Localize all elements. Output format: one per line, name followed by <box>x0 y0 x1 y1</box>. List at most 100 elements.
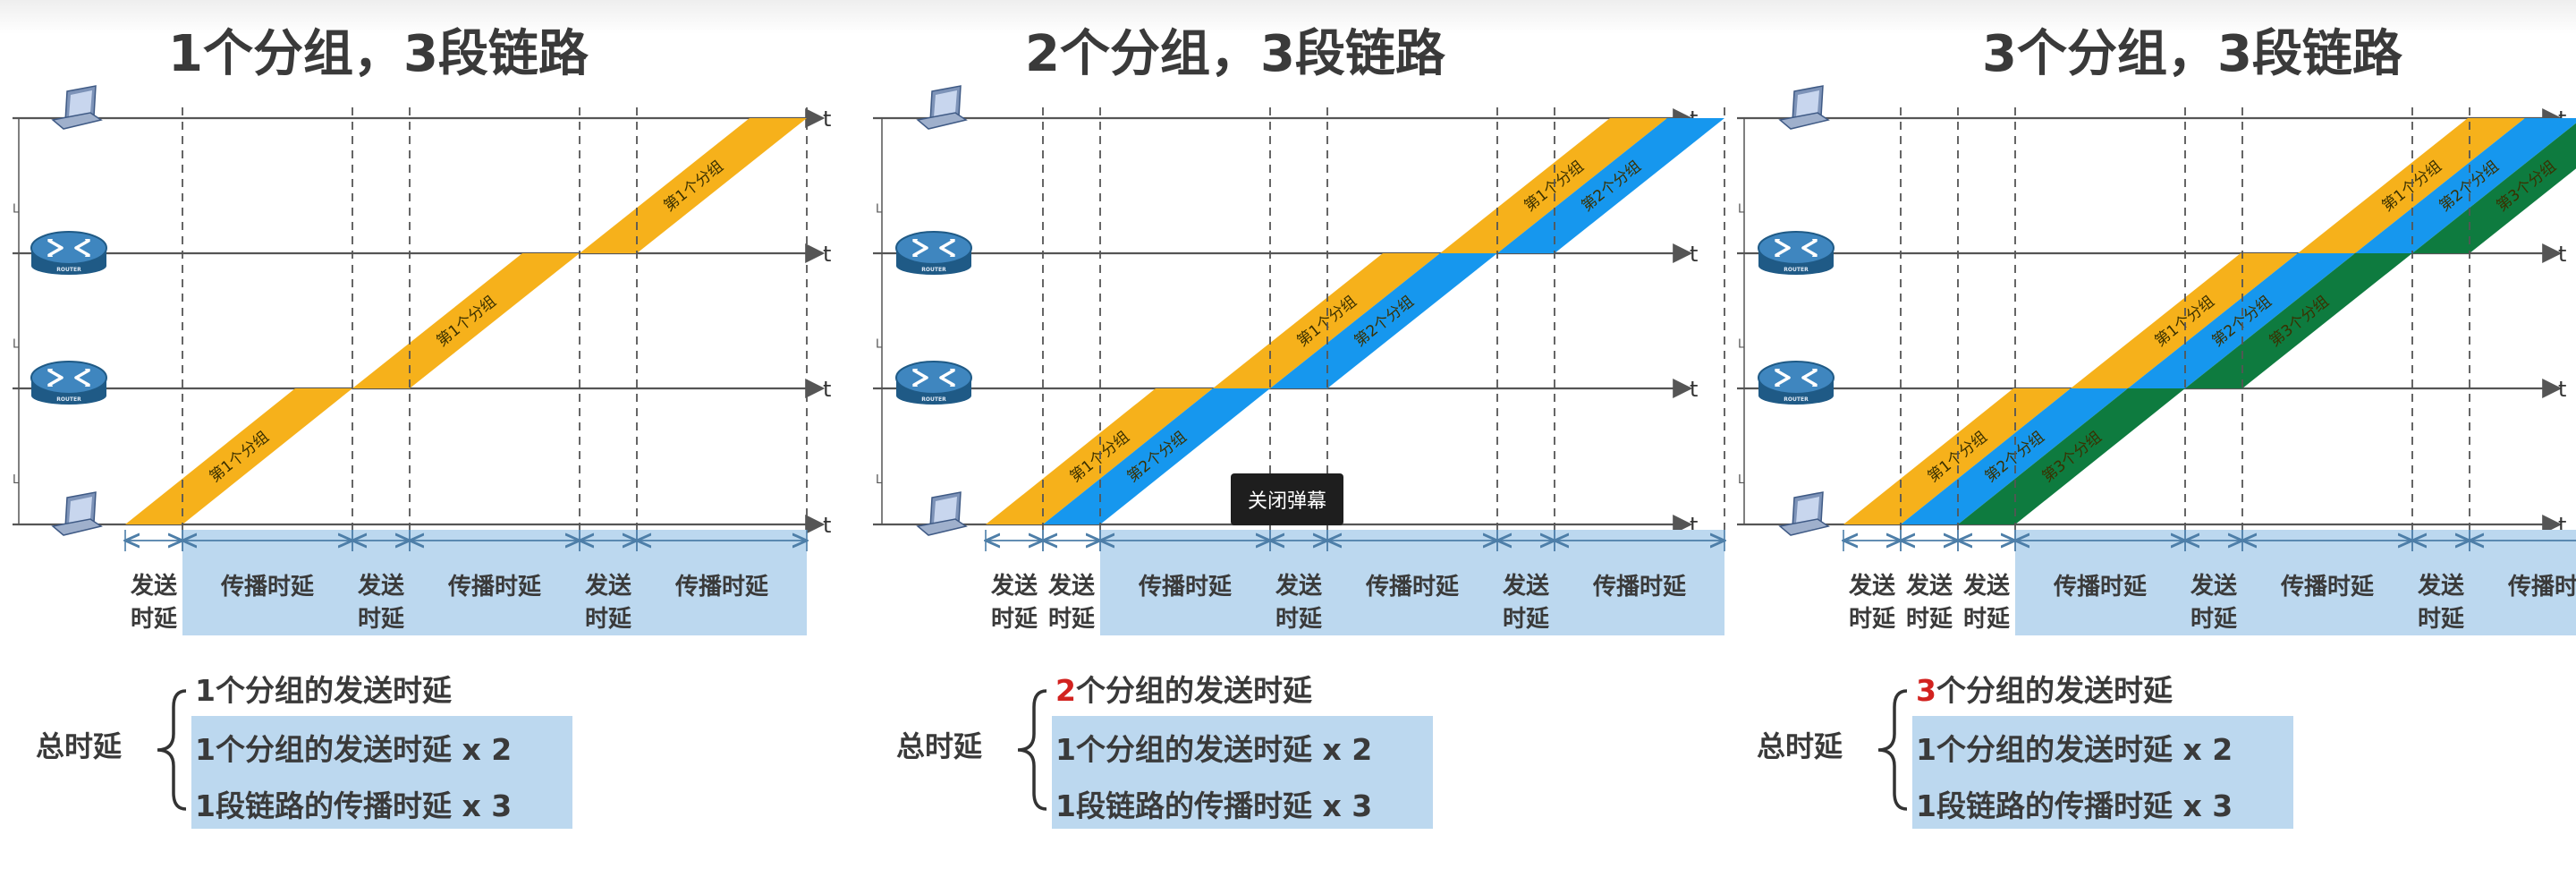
t-label: t <box>2558 242 2566 267</box>
packet-band <box>2355 118 2576 253</box>
legend-label-bottom: 时延 <box>1503 606 1550 633</box>
legend-label: 传播时延 <box>674 574 769 601</box>
summary-line2: 1个分组的发送时延 x 2 <box>1055 732 1372 767</box>
summary: 总时延 2个分组的发送时延 1个分组的发送时延 x 2 1段链路的传播时延 x 3 <box>896 673 1433 829</box>
L-label: L <box>1738 338 1745 352</box>
close-danmaku-button[interactable]: 关闭弹幕 <box>1231 473 1343 525</box>
summary-line2: 1个分组的发送时延 x 2 <box>195 732 512 767</box>
legend-label-bottom: 时延 <box>358 606 405 633</box>
router-label: ROUTER <box>56 267 81 273</box>
packet-band <box>2298 118 2525 253</box>
t-label: t <box>823 106 831 132</box>
laptop-icon <box>916 85 968 130</box>
legend-label-top: 发送 <box>584 572 631 600</box>
panel-2: 2个分组，3段链路ttttLLL第1个分组第1个分组第1个分组第2个分组第2个分… <box>873 25 1724 829</box>
total-delay-label: 总时延 <box>36 729 123 763</box>
summary-count: 2 <box>1055 673 1076 708</box>
router-label: ROUTER <box>1784 267 1809 273</box>
legend-label-bottom: 时延 <box>131 606 178 633</box>
packet-band <box>1497 118 1724 253</box>
L-label: L <box>13 203 20 217</box>
legend-label: 传播时延 <box>1138 574 1233 601</box>
router-label: ROUTER <box>921 267 946 273</box>
laptop-icon <box>1778 491 1830 536</box>
legend-label: 传播时延 <box>1365 574 1460 601</box>
brace <box>157 689 187 811</box>
summary-line1: 3个分组的发送时延 <box>1916 673 2174 708</box>
packet-band <box>2071 253 2298 388</box>
summary-box <box>191 716 572 829</box>
legend-label-top: 发送 <box>2190 572 2237 600</box>
legend-label: 传播时延 <box>2053 574 2148 601</box>
router-label: ROUTER <box>56 396 81 403</box>
legend-label: 传播时延 <box>2280 574 2375 601</box>
summary-box <box>1052 716 1433 829</box>
L-label: L <box>1738 203 1745 217</box>
summary-line1-text: 个分组的发送时延 <box>216 673 453 708</box>
t-label: t <box>823 377 831 402</box>
laptop-icon <box>51 491 103 536</box>
router-label: ROUTER <box>1784 396 1809 403</box>
summary-line3: 1段链路的传播时延 x 3 <box>1055 788 1372 823</box>
summary-line3: 1段链路的传播时延 x 3 <box>195 788 512 823</box>
legend-label-top: 发送 <box>1275 572 1322 600</box>
summary-line1: 1个分组的发送时延 <box>195 673 453 708</box>
summary-line2: 1个分组的发送时延 x 2 <box>1916 732 2233 767</box>
L-label: L <box>876 473 883 487</box>
packet-band <box>1958 388 2185 524</box>
legend-label-bottom: 时延 <box>1275 606 1323 633</box>
legend-label-top: 发送 <box>2417 572 2464 600</box>
legend-label: 传播时延 <box>220 574 315 601</box>
L-label: L <box>876 203 883 217</box>
L-label: L <box>876 338 883 352</box>
panel-title: 2个分组，3段链路 <box>1025 25 1446 83</box>
packet-band <box>580 118 807 253</box>
packet-band <box>1440 118 1667 253</box>
t-label: t <box>1690 513 1698 538</box>
panel-3: 3个分组，3段链路ttttLLL第1个分组第1个分组第1个分组第2个分组第2个分… <box>1737 25 2576 829</box>
router-label: ROUTER <box>921 396 946 403</box>
packet-band <box>125 388 352 524</box>
router-icon: ROUTER <box>1758 231 1835 275</box>
legend-label: 传播时延 <box>2507 574 2576 601</box>
laptop-icon <box>916 491 968 536</box>
legend-label-top: 发送 <box>357 572 404 600</box>
packet-band <box>2412 123 2576 253</box>
panel-title: 1个分组，3段链路 <box>168 25 589 83</box>
summary-count: 1 <box>195 673 216 708</box>
router-icon: ROUTER <box>895 361 972 405</box>
legend-label-bottom: 时延 <box>991 606 1038 633</box>
legend-label-top: 发送 <box>130 572 177 600</box>
t-label: t <box>1690 242 1698 267</box>
packet-band <box>1843 388 2071 524</box>
legend-label-bottom: 时延 <box>2418 606 2465 633</box>
legend-label-top: 发送 <box>990 572 1038 600</box>
summary-line1-text: 个分组的发送时延 <box>1076 673 1313 708</box>
total-delay-label: 总时延 <box>1757 729 1843 763</box>
legend-label-bottom: 时延 <box>1963 606 2011 633</box>
panel-1: 1个分组，3段链路ttttLLL 第1个分组第1个分组第1个分组发送时延传播时延发… <box>13 25 831 829</box>
summary-line3: 1段链路的传播时延 x 3 <box>1916 788 2233 823</box>
router-icon: ROUTER <box>895 231 972 275</box>
summary-line1: 2个分组的发送时延 <box>1055 673 1313 708</box>
t-label: t <box>2558 377 2566 402</box>
t-label: t <box>1690 377 1698 402</box>
brace <box>1017 689 1047 811</box>
L-label: L <box>13 338 20 352</box>
total-delay-label: 总时延 <box>896 729 983 763</box>
laptop-icon <box>51 85 103 130</box>
legend-label-bottom: 时延 <box>2190 606 2238 633</box>
panel-title: 3个分组，3段链路 <box>1982 25 2403 83</box>
summary-count: 3 <box>1916 673 1936 708</box>
t-label: t <box>2558 513 2566 538</box>
legend-label-top: 发送 <box>1905 572 1953 600</box>
summary: 总时延 3个分组的发送时延 1个分组的发送时延 x 2 1段链路的传播时延 x 3 <box>1757 673 2293 829</box>
summary-line1-text: 个分组的发送时延 <box>1936 673 2174 708</box>
packet-band <box>986 388 1213 524</box>
legend-label-top: 发送 <box>1502 572 1549 600</box>
legend-label-bottom: 时延 <box>1048 606 1096 633</box>
L-label: L <box>1738 473 1745 487</box>
legend-label-bottom: 时延 <box>1849 606 1896 633</box>
legend-label-bottom: 时延 <box>1906 606 1953 633</box>
